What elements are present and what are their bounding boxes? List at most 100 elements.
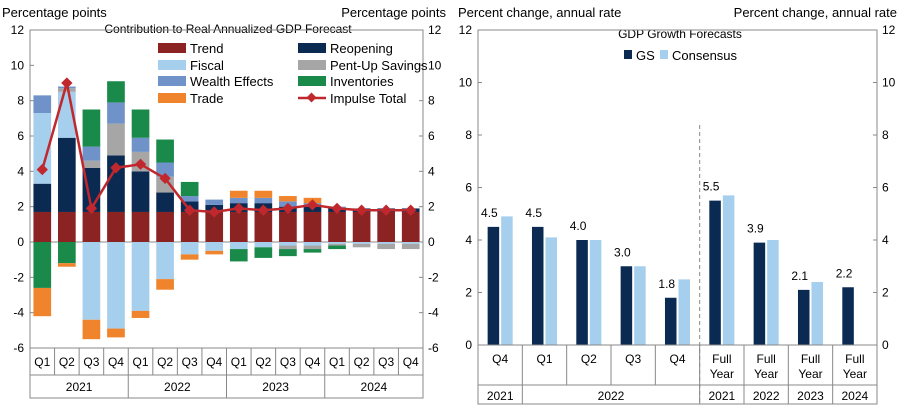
left-category-label: Q1: [231, 355, 247, 369]
right-category-label-line1: Full: [756, 352, 775, 366]
left-ytick-label: 10: [11, 58, 25, 72]
left-ytick-label-right: -6: [428, 341, 439, 355]
left-category-label: Q3: [280, 355, 296, 369]
legend-swatch-inventories: [298, 76, 326, 86]
bar-gs: [576, 240, 588, 345]
bar-reopening: [33, 183, 52, 212]
bar-trend: [156, 211, 174, 242]
right-ytick-label: 10: [459, 76, 473, 90]
right-category-label: Q3: [625, 352, 641, 366]
left-chart-x-axis: Q1 Q2 Q3 Q4 Q1 Q2 Q3 Q4 Q1 Q2 Q3 Q4 Q1 Q2 Q3 Q4 2021 2022…: [29, 347, 424, 398]
right-ytick-label: 4: [465, 233, 472, 247]
legend-label-trade: Trade: [190, 91, 223, 106]
bar-inventories: [180, 181, 199, 197]
left-ytick-label: 2: [17, 200, 24, 214]
impulse-total-point: [331, 202, 343, 215]
bar-trend: [401, 211, 420, 242]
left-ytick-label: 4: [17, 164, 24, 178]
legend-swatch-trade: [158, 93, 186, 103]
bar-trade: [229, 190, 248, 198]
right-ytick-label-right: 12: [882, 23, 896, 37]
bar-wealth-effects: [205, 199, 224, 205]
bar-fiscal: [352, 242, 371, 244]
bar-gs: [842, 287, 854, 345]
left-ytick-label-right: -4: [428, 306, 439, 320]
bar-pent-up-savings: [107, 123, 125, 156]
left-ytick-label-right: 12: [428, 23, 442, 37]
bar-reopening: [58, 137, 76, 212]
impulse-total-point: [306, 199, 319, 211]
right-ytick-label-right: 6: [882, 181, 889, 195]
left-category-label: Q1: [133, 355, 149, 369]
legend-label-fiscal: Fiscal: [190, 58, 224, 73]
legend-swatch-pent-up-savings: [298, 60, 326, 70]
bar-trade: [156, 279, 174, 290]
left-group-label: 2021: [66, 380, 93, 394]
impulse-total-point: [183, 204, 196, 216]
right-group-label: 2021: [708, 389, 735, 403]
bar-gs-label: 5.5: [703, 180, 720, 194]
left-category-label: Q1: [34, 355, 50, 369]
bar-pent-up-savings: [156, 176, 174, 193]
left-ytick-label: -4: [13, 306, 24, 320]
left-ytick-label-right: 2: [428, 200, 435, 214]
legend-label-trend: Trend: [190, 41, 223, 56]
legend-swatch-fiscal: [158, 60, 186, 70]
right-chart-bars: 4.5 4.5 4.0 3.0 1.8 5.5 3.9 2.1 2.2: [481, 180, 854, 345]
bar-trend: [33, 211, 52, 242]
right-category-label-line1: Full: [801, 352, 820, 366]
bar-trend: [180, 211, 199, 242]
bar-trade: [205, 250, 224, 255]
bar-inventories: [107, 81, 125, 103]
bar-fiscal: [131, 242, 150, 311]
bar-trade: [180, 254, 199, 260]
legend-label-pent-up-savings: Pent-Up Savings: [330, 58, 428, 73]
legend-swatch-trend: [158, 43, 186, 53]
bar-wealth-effects: [156, 162, 174, 177]
right-ytick-label-right: 8: [882, 128, 889, 142]
right-chart-ylabel-left: Percent change, annual rate: [458, 5, 621, 20]
bar-inventories: [303, 249, 322, 253]
legend-swatch-reopening: [298, 43, 326, 53]
left-category-label: Q2: [59, 355, 75, 369]
bar-consensus: [678, 279, 691, 345]
bar-consensus: [545, 237, 558, 345]
bar-pent-up-savings: [58, 88, 76, 92]
bar-wealth-effects: [82, 146, 101, 161]
right-chart-legend: GS Consensus: [624, 48, 738, 63]
bar-wealth-effects: [229, 197, 248, 204]
bar-gs: [709, 200, 721, 345]
bar-fiscal: [82, 242, 101, 320]
legend-swatch-consensus: [660, 50, 668, 59]
bar-trend: [58, 211, 76, 242]
bar-pent-up-savings: [82, 160, 101, 168]
bar-gs: [531, 226, 544, 345]
left-group-label: 2022: [164, 380, 191, 394]
bar-inventories: [279, 249, 297, 257]
bar-gs: [620, 266, 633, 345]
bar-inventories: [131, 109, 150, 138]
bar-gs: [487, 226, 500, 345]
right-ytick-label-right: 10: [882, 76, 896, 90]
bar-trend: [303, 211, 322, 242]
bar-fiscal: [205, 242, 224, 251]
bar-gs-label: 4.5: [525, 206, 542, 220]
left-category-label: Q2: [354, 355, 370, 369]
bar-fiscal: [328, 242, 346, 244]
left-chart-title: Contribution to Real Annualized GDP Fore…: [104, 22, 352, 36]
bar-fiscal: [156, 242, 174, 280]
right-category-label: Q4: [492, 352, 508, 366]
bar-wealth-effects: [131, 137, 150, 152]
right-category-label-line2: Year: [754, 367, 778, 381]
right-plot-frame: [477, 29, 878, 405]
bar-gs-label: 3.9: [747, 222, 764, 236]
left-category-label: Q4: [304, 355, 320, 369]
bar-trade: [58, 263, 76, 267]
left-ytick-label-right: 0: [428, 235, 435, 249]
right-group-label: 2024: [841, 389, 868, 403]
bar-trend: [279, 211, 297, 242]
impulse-total-point: [380, 204, 392, 216]
left-category-label: Q2: [255, 355, 271, 369]
impulse-total-point: [36, 163, 48, 176]
bar-trend: [229, 211, 248, 242]
